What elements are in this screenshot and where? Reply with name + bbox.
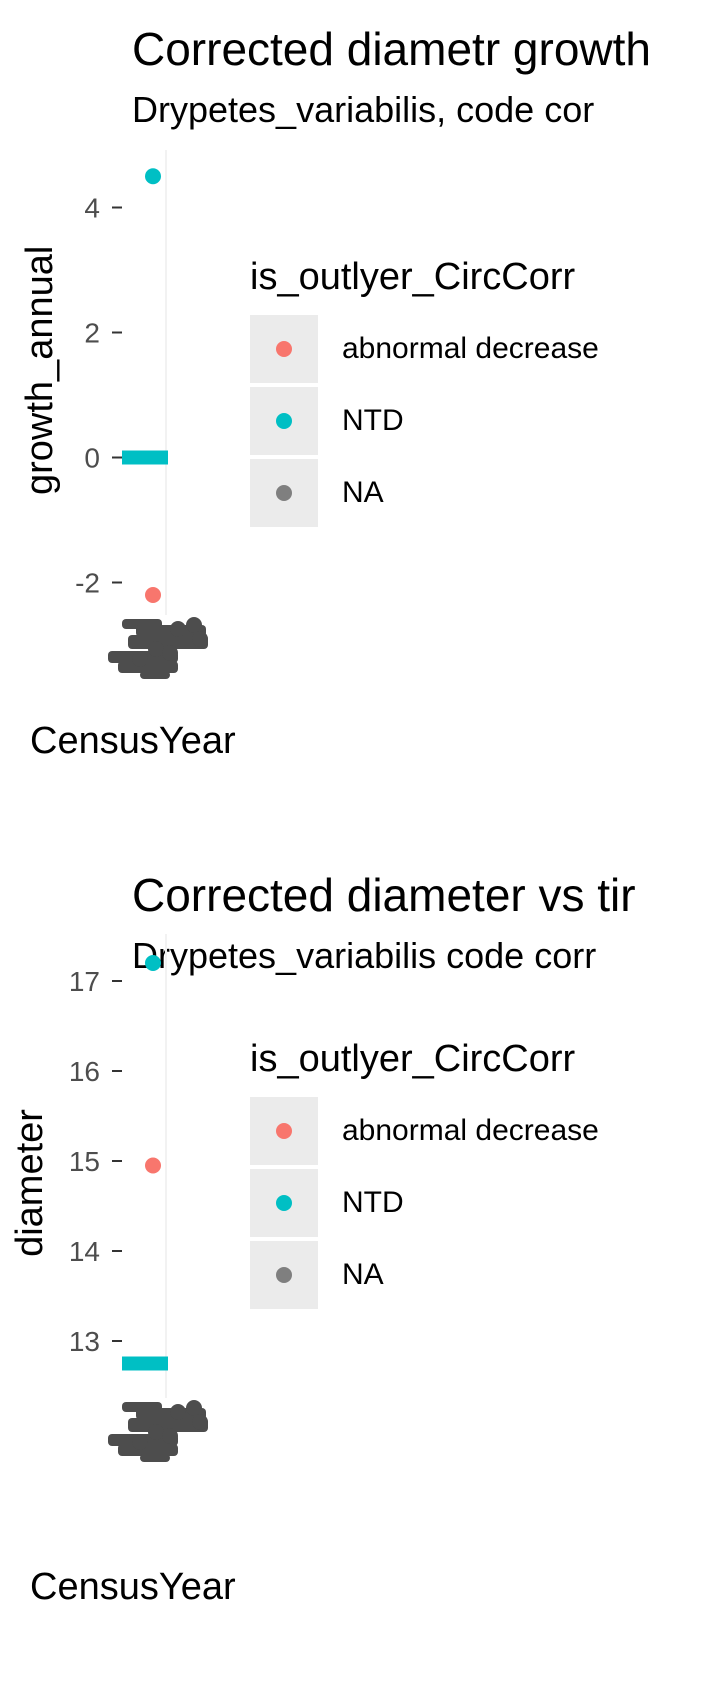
legend-key	[250, 459, 318, 527]
y-tick-label: 16	[69, 1056, 100, 1087]
plot-area: 17 16 15 14 13	[69, 934, 208, 1462]
x-tick-label-fragment	[192, 1414, 208, 1430]
chart-panel-growth: Corrected diametr growth Drypetes_variab…	[0, 0, 728, 846]
legend-title: is_outlyer_CircCorr	[250, 1038, 576, 1080]
x-tick-label-fragment	[192, 631, 208, 647]
data-point	[145, 168, 161, 185]
x-tick-label-fragment	[132, 651, 148, 667]
y-tick-label: -2	[75, 568, 100, 599]
legend-dot-icon	[276, 413, 292, 429]
legend-item-na: NA	[250, 1240, 599, 1310]
y-tick-label: 4	[84, 193, 100, 224]
y-tick-label: 14	[69, 1236, 100, 1267]
legend-label: NTD	[342, 404, 404, 437]
legend-item-ntd: NTD	[250, 1168, 599, 1238]
x-tick-label-fragment	[128, 1418, 208, 1432]
x-axis-label: CensusYear	[30, 720, 236, 762]
legend-dot-icon	[276, 1123, 292, 1139]
legend-dot-icon	[276, 1267, 292, 1283]
legend-item-ntd: NTD	[250, 386, 599, 456]
y-tick-label: 15	[69, 1146, 100, 1177]
legend-dot-icon	[276, 485, 292, 501]
x-tick-label-fragment	[132, 1434, 148, 1450]
x-tick-label-fragment	[162, 1428, 178, 1444]
legend-key	[250, 1097, 318, 1165]
legend-dot-icon	[276, 1195, 292, 1211]
data-point	[145, 587, 161, 603]
chart-title: Corrected diameter vs tir	[132, 869, 636, 921]
x-tick-label-fragment	[162, 645, 178, 661]
legend-key	[250, 1169, 318, 1237]
chart-panel-diameter: Corrected diameter vs tir Drypetes_varia…	[0, 846, 728, 1693]
x-tick-label-fragment	[140, 671, 170, 679]
chart-subtitle: Drypetes_variabilis code corr	[132, 935, 597, 976]
data-point	[145, 1157, 161, 1174]
legend-title: is_outlyer_CircCorr	[250, 256, 576, 298]
x-tick-label-fragment	[186, 617, 202, 633]
x-tick-labels-overlap	[108, 1400, 208, 1462]
x-tick-label-fragment	[148, 1424, 164, 1440]
legend-label: abnormal decrease	[342, 332, 599, 365]
x-tick-label-fragment	[186, 1400, 202, 1416]
data-segment	[122, 450, 168, 465]
x-tick-label-fragment	[118, 1444, 178, 1456]
legend-label: NA	[342, 476, 384, 509]
x-axis-label: CensusYear	[30, 1566, 236, 1608]
data-point	[145, 955, 161, 971]
x-tick-label-fragment	[170, 621, 186, 637]
legend-key	[250, 315, 318, 383]
legend-item-na: NA	[250, 458, 599, 528]
legend-item-abnormal-decrease: abnormal decrease	[250, 314, 599, 384]
plot-area: 4 2 0 -2	[75, 150, 208, 679]
legend-label: NA	[342, 1258, 384, 1291]
data-segment	[122, 1356, 168, 1371]
legend: is_outlyer_CircCorr abnormal decrease NT…	[250, 258, 599, 530]
x-tick-label-fragment	[140, 1454, 170, 1462]
x-tick-label-fragment	[170, 1404, 186, 1420]
legend: is_outlyer_CircCorr abnormal decrease NT…	[250, 1040, 599, 1312]
chart-title: Corrected diametr growth	[132, 23, 651, 75]
y-tick-label: 13	[69, 1326, 100, 1357]
y-tick-label: 2	[84, 318, 100, 349]
x-tick-labels-overlap	[108, 617, 208, 679]
legend-key	[250, 1241, 318, 1309]
y-tick-label: 0	[84, 443, 100, 474]
legend-label: NTD	[342, 1186, 404, 1219]
chart-subtitle: Drypetes_variabilis, code cor	[132, 89, 595, 130]
x-tick-label-fragment	[148, 641, 164, 657]
y-tick-label: 17	[69, 966, 100, 997]
x-tick-label-fragment	[128, 635, 208, 649]
legend-key	[250, 387, 318, 455]
legend-dot-icon	[276, 341, 292, 357]
x-tick-label-fragment	[118, 661, 178, 673]
legend-item-abnormal-decrease: abnormal decrease	[250, 1096, 599, 1166]
legend-label: abnormal decrease	[342, 1114, 599, 1147]
